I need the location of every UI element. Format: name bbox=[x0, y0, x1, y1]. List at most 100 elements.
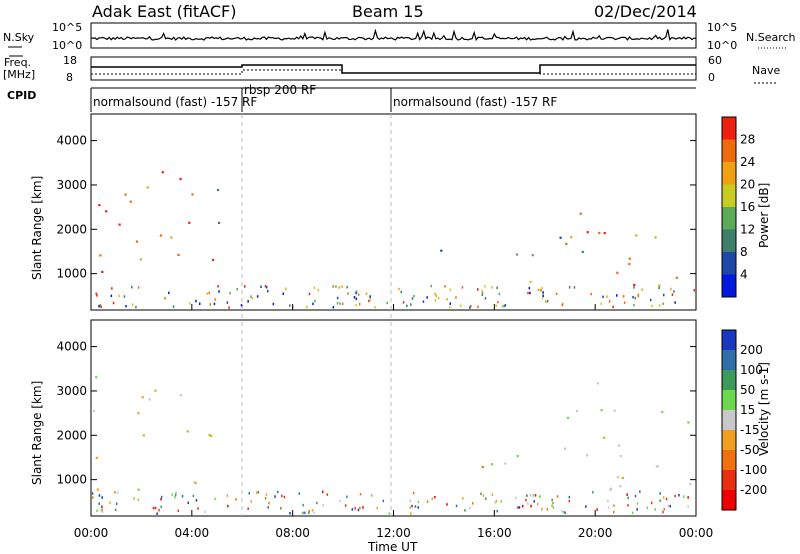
noise-cell bbox=[339, 302, 341, 305]
noise-cell bbox=[174, 496, 176, 499]
velocity-colorbar-tick: -200 bbox=[740, 483, 767, 497]
noise-cell bbox=[257, 491, 260, 494]
noise-cell bbox=[500, 500, 502, 503]
nsky-panel bbox=[90, 22, 697, 49]
data-cell bbox=[98, 204, 101, 207]
data-cell bbox=[170, 236, 173, 239]
noise-cell bbox=[449, 302, 451, 305]
noise-cell bbox=[498, 292, 501, 296]
noise-cell bbox=[464, 509, 466, 512]
noise-cell bbox=[411, 504, 413, 508]
noise-cell bbox=[434, 299, 437, 302]
noise-cell bbox=[481, 289, 483, 293]
noise-cell bbox=[123, 295, 126, 298]
data-cell bbox=[559, 236, 562, 239]
noise-cell bbox=[444, 285, 446, 288]
power-colorbar-tick: 16 bbox=[740, 200, 755, 214]
noise-cell bbox=[495, 304, 497, 308]
x-tick-label: 00:00 bbox=[74, 526, 109, 540]
noise-cell bbox=[671, 293, 674, 296]
power-colorbar-tick: 12 bbox=[740, 223, 755, 237]
data-cell bbox=[586, 231, 589, 234]
noise-cell bbox=[616, 294, 618, 297]
noise-cell bbox=[646, 506, 648, 509]
noise-cell bbox=[112, 301, 115, 305]
noise-cell bbox=[687, 496, 689, 499]
noise-cell bbox=[632, 295, 634, 299]
noise-cell bbox=[412, 491, 415, 495]
noise-cell bbox=[308, 292, 311, 296]
noise-cell bbox=[313, 286, 315, 289]
noise-cell bbox=[369, 295, 371, 298]
noise-cell bbox=[160, 498, 162, 501]
noise-cell bbox=[355, 303, 357, 307]
colorbar-swatch bbox=[722, 139, 736, 162]
noise-cell bbox=[336, 296, 339, 300]
noise-cell bbox=[409, 506, 411, 509]
velocity-colorbar-tick: 50 bbox=[740, 383, 755, 397]
noise-cell bbox=[322, 504, 324, 507]
noise-cell bbox=[449, 288, 451, 292]
noise-cell bbox=[206, 292, 208, 295]
noise-cell bbox=[302, 511, 304, 515]
noise-cell bbox=[251, 297, 254, 300]
power-panel-frame bbox=[90, 113, 697, 311]
data-cell bbox=[616, 476, 620, 479]
power-colorbar-tick: 28 bbox=[740, 133, 755, 147]
noise-cell bbox=[573, 286, 576, 289]
noise-cell bbox=[607, 499, 609, 503]
y-tick-label: 2000 bbox=[56, 428, 87, 442]
noise-cell bbox=[431, 497, 433, 501]
noise-cell bbox=[100, 305, 102, 308]
noise-cell bbox=[229, 291, 231, 295]
noise-cell bbox=[192, 494, 195, 498]
noise-cell bbox=[189, 302, 191, 305]
noise-cell bbox=[637, 293, 639, 296]
noise-cell bbox=[402, 301, 405, 304]
noise-cell bbox=[369, 298, 372, 301]
freq-trace bbox=[91, 64, 696, 74]
noise-cell bbox=[430, 284, 432, 288]
power-colorbar-tick: 24 bbox=[740, 155, 755, 169]
cpid-segment-1: normalsound (fast) -157 RF bbox=[93, 95, 257, 109]
colorbar-swatch bbox=[722, 207, 736, 230]
noise-cell bbox=[118, 294, 120, 297]
noise-cell bbox=[306, 305, 308, 309]
noise-cell bbox=[346, 285, 348, 289]
nave-tick-top: 60 bbox=[708, 54, 722, 67]
colorbar-swatch bbox=[722, 117, 736, 140]
data-cell bbox=[137, 488, 140, 491]
noise-cell bbox=[613, 504, 615, 507]
data-cell bbox=[95, 456, 98, 459]
noise-cell bbox=[494, 501, 496, 504]
data-cell bbox=[113, 491, 116, 494]
nsky-label: N.Sky bbox=[3, 31, 35, 44]
noise-cell bbox=[556, 495, 559, 498]
y-tick-label: 1000 bbox=[56, 473, 87, 487]
noise-cell bbox=[636, 502, 639, 505]
noise-cell bbox=[663, 508, 665, 511]
velocity-colorbar: 200 100 50 15 -15 -50 -100 -200 bbox=[721, 329, 767, 511]
cpid-segment-3: normalsound (fast) -157 RF bbox=[393, 95, 557, 109]
data-cell bbox=[186, 430, 189, 433]
noise-cell bbox=[496, 509, 498, 513]
noise-cell bbox=[496, 286, 498, 289]
nsearch-tick-top: 10^5 bbox=[707, 21, 737, 34]
noise-cell bbox=[568, 286, 571, 289]
noise-cell bbox=[637, 294, 639, 298]
noise-cell bbox=[674, 494, 676, 498]
x-tick-label: 08:00 bbox=[275, 526, 310, 540]
colorbar-swatch bbox=[722, 252, 736, 275]
data-cell bbox=[658, 284, 661, 287]
data-cell bbox=[531, 254, 534, 257]
noise-cell bbox=[546, 300, 549, 303]
noise-cell bbox=[280, 507, 282, 510]
noise-cell bbox=[533, 500, 535, 503]
power-yticks: 1000 2000 3000 4000 bbox=[56, 134, 696, 281]
nsearch-label: N.Search bbox=[746, 31, 796, 44]
noise-cell bbox=[632, 511, 634, 515]
data-cell bbox=[635, 234, 638, 237]
data-cell bbox=[159, 234, 162, 237]
noise-cell bbox=[298, 492, 301, 495]
data-cell bbox=[661, 410, 664, 413]
